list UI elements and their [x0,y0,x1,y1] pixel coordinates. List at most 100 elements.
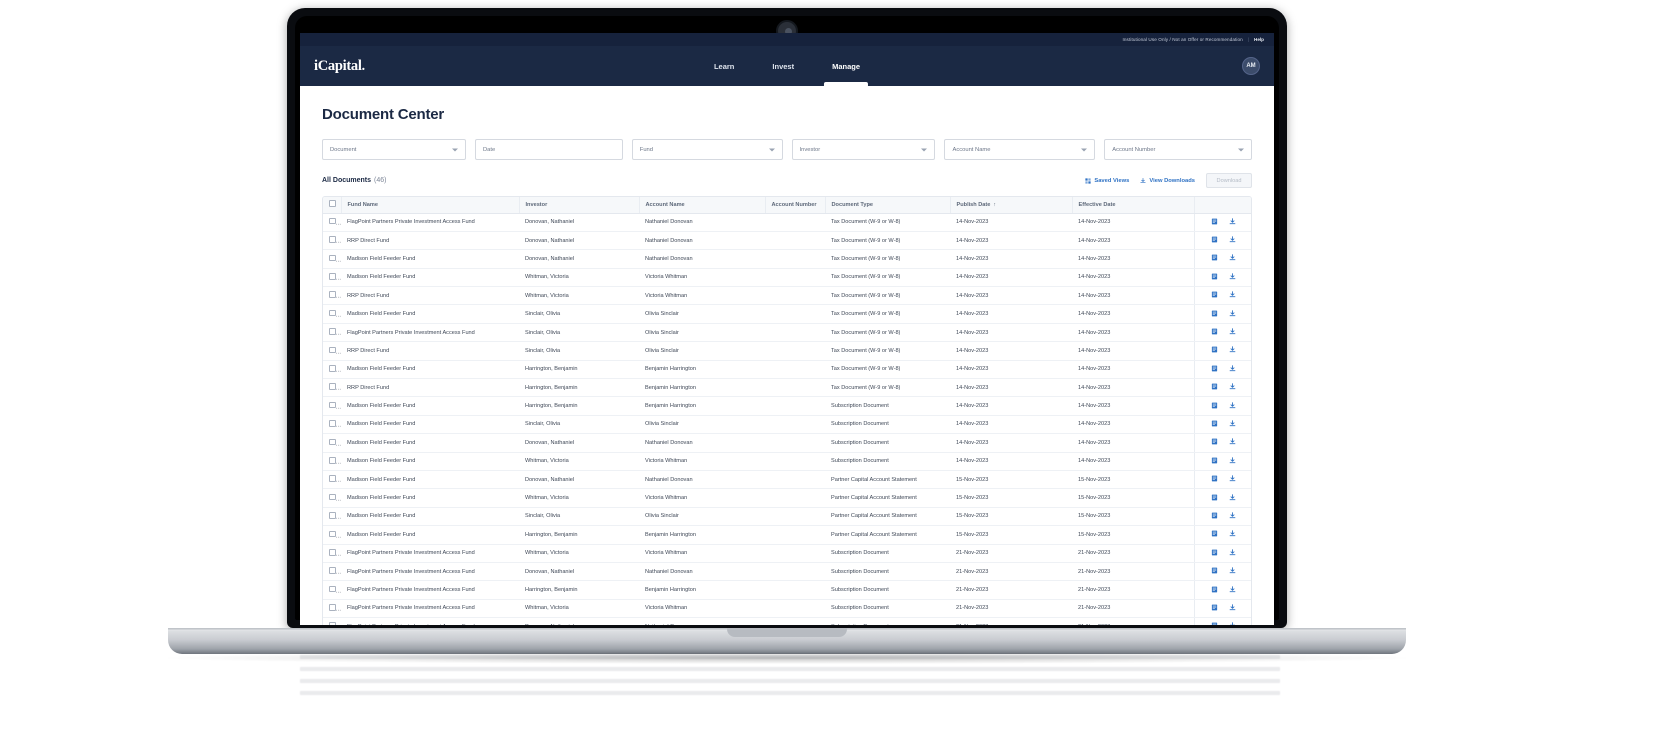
download-icon[interactable] [1229,548,1236,556]
download-icon[interactable] [1229,512,1236,519]
saved-views-button[interactable]: Saved Views [1085,178,1129,184]
preview-document-button[interactable] [1211,457,1218,466]
row-checkbox[interactable] [329,254,336,262]
preview-document-button[interactable] [1211,236,1218,245]
preview-document-button[interactable] [1211,604,1218,613]
filter-date[interactable]: Date [474,139,623,160]
preview-document-button[interactable] [1211,549,1218,558]
row-checkbox[interactable] [329,604,336,611]
document-preview-icon[interactable] [1211,586,1218,593]
user-avatar[interactable]: AM [1242,57,1260,75]
download-document-button[interactable] [1229,585,1236,595]
download-document-button[interactable] [1229,273,1236,282]
document-preview-icon[interactable] [1211,365,1218,372]
download-icon[interactable] [1229,493,1236,501]
table-row[interactable]: RRP Direct Fund Whitman, Victoria Victoria… [323,286,1251,306]
row-checkbox[interactable] [329,346,336,354]
download-icon[interactable] [1229,291,1236,298]
preview-document-button[interactable] [1211,328,1218,337]
document-preview-icon[interactable] [1211,420,1218,427]
document-preview-icon[interactable] [1211,236,1218,243]
table-row[interactable]: Madison Field Feeder Fund Donovan, Nathan… [323,249,1251,269]
row-checkbox[interactable] [329,309,336,317]
preview-document-button[interactable] [1211,438,1218,447]
select-all-checkbox[interactable] [329,200,336,208]
download-document-button[interactable] [1229,512,1236,521]
filter-fund[interactable]: Fund [631,139,783,160]
row-checkbox[interactable] [329,328,336,335]
preview-document-button[interactable] [1211,254,1218,263]
download-document-button[interactable] [1229,291,1236,300]
download-document-button[interactable] [1229,401,1236,411]
download-document-button[interactable] [1229,548,1236,558]
download-document-button[interactable] [1229,383,1236,392]
table-row[interactable]: Madison Field Feeder Fund Donovan, Nathan… [323,433,1251,453]
table-row[interactable]: FlagPoint Partners Private Investment Ac… [323,213,1251,232]
download-document-button[interactable] [1229,365,1236,374]
preview-document-button[interactable] [1211,512,1218,521]
document-preview-icon[interactable] [1211,310,1218,317]
download-icon[interactable] [1229,365,1236,372]
row-checkbox[interactable] [329,273,336,280]
document-preview-icon[interactable] [1211,254,1218,261]
download-document-button[interactable] [1229,604,1236,613]
document-preview-icon[interactable] [1211,346,1218,353]
table-row[interactable]: Madison Field Feeder Fund Whitman, Victor… [323,452,1251,471]
download-icon[interactable] [1229,622,1236,625]
download-document-button[interactable] [1229,254,1236,263]
preview-document-button[interactable] [1211,530,1218,539]
download-button[interactable]: Download [1206,173,1252,188]
download-document-button[interactable] [1229,328,1236,337]
table-row[interactable]: RRP Direct Fund Harrington, Benjamin Benja… [323,378,1251,398]
table-row[interactable]: FlagPoint Partners Private Investment Ac… [323,617,1251,625]
table-row[interactable]: FlagPoint Partners Private Investment Ac… [323,599,1251,619]
row-checkbox[interactable] [329,548,336,556]
table-row[interactable]: Madison Field Feeder Fund Donovan, Nathan… [323,470,1251,490]
preview-document-button[interactable] [1211,346,1218,355]
row-checkbox[interactable] [329,291,336,299]
document-preview-icon[interactable] [1211,402,1218,409]
preview-document-button[interactable] [1211,494,1218,503]
nav-item-learn[interactable]: Learn [713,61,735,71]
row-checkbox[interactable] [329,438,336,446]
row-checkbox[interactable] [329,420,336,427]
document-preview-icon[interactable] [1211,512,1218,519]
table-row[interactable]: Madison Field Feeder Fund Sinclair, Olivi… [323,507,1251,527]
table-row[interactable]: FlagPoint Partners Private Investment Ac… [323,562,1251,582]
row-checkbox[interactable] [329,493,336,501]
document-preview-icon[interactable] [1211,622,1218,625]
download-document-button[interactable] [1229,456,1236,466]
table-row[interactable]: Madison Field Feeder Fund Sinclair, Olivi… [323,415,1251,435]
row-checkbox[interactable] [329,475,336,482]
row-checkbox[interactable] [329,236,336,243]
download-document-button[interactable] [1229,567,1236,576]
download-icon[interactable] [1229,604,1236,611]
table-row[interactable]: Madison Field Feeder Fund Whitman, Victor… [323,488,1251,508]
document-preview-icon[interactable] [1211,328,1218,335]
document-preview-icon[interactable] [1211,383,1218,390]
table-row[interactable]: Madison Field Feeder Fund Whitman, Victor… [323,268,1251,288]
download-icon[interactable] [1229,309,1236,317]
row-checkbox[interactable] [329,401,336,409]
document-preview-icon[interactable] [1211,530,1218,537]
table-row[interactable]: FlagPoint Partners Private Investment Ac… [323,580,1251,600]
download-icon[interactable] [1229,346,1236,353]
download-document-button[interactable] [1229,438,1236,447]
row-checkbox[interactable] [329,456,336,464]
preview-document-button[interactable] [1211,420,1218,429]
download-icon[interactable] [1229,585,1236,593]
header-document-type[interactable]: Document Type [825,197,951,214]
document-preview-icon[interactable] [1211,549,1218,556]
download-icon[interactable] [1229,217,1236,225]
download-icon[interactable] [1229,456,1236,464]
download-icon[interactable] [1229,438,1236,445]
download-document-button[interactable] [1229,346,1236,355]
download-document-button[interactable] [1229,530,1236,539]
preview-document-button[interactable] [1211,365,1218,374]
header-fund-name[interactable]: Fund Name [341,197,520,214]
download-icon[interactable] [1229,254,1236,261]
download-document-button[interactable] [1229,217,1236,227]
row-checkbox[interactable] [329,585,336,593]
row-checkbox[interactable] [329,217,336,225]
help-link[interactable]: Help [1254,37,1264,42]
